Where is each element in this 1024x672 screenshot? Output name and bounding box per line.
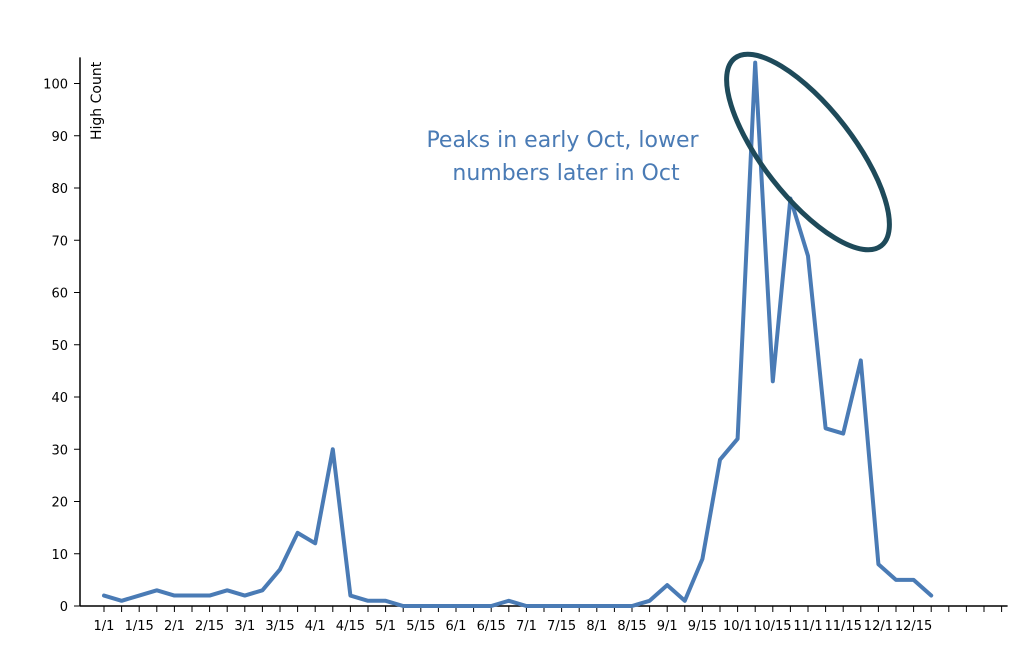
y-tick-label: 80 (51, 182, 68, 197)
x-tick-label: 11/15 (824, 619, 861, 634)
x-tick-label: 1/1 (94, 619, 115, 634)
y-tick-label: 50 (51, 339, 68, 354)
series-group (102, 60, 934, 608)
x-tick-label: 2/1 (164, 619, 185, 634)
highlight-ellipse (724, 51, 892, 253)
y-tick-group: 0 10 20 30 40 50 60 70 80 90 100 (43, 78, 80, 615)
x-tick-label: 11/1 (793, 619, 822, 634)
annotation-line-1: Peaks in early Oct, lower (426, 128, 699, 153)
x-tick-label: 6/1 (446, 619, 467, 634)
x-tick-label: 3/15 (265, 619, 294, 634)
x-tick-label: 12/15 (895, 619, 932, 634)
x-tick-label: 9/15 (688, 619, 717, 634)
y-tick-label: 100 (43, 78, 68, 93)
x-tick-label: 12/1 (864, 619, 893, 634)
annotation-line-2: numbers later in Oct (452, 161, 680, 186)
axes: High Count (79, 57, 1008, 607)
x-tick-label: 1/15 (125, 619, 154, 634)
x-tick-label: 5/1 (375, 619, 396, 634)
x-tick-label: 9/1 (657, 619, 678, 634)
x-tick-label: 3/1 (234, 619, 255, 634)
y-tick-label: 20 (51, 496, 68, 511)
annotation-text: Peaks in early Oct, lower numbers later … (426, 128, 705, 186)
y-tick-label: 60 (51, 287, 68, 302)
y-axis-title: High Count (89, 61, 105, 140)
x-tick-label: 5/15 (406, 619, 435, 634)
y-tick-label: 0 (60, 600, 68, 615)
y-tick-label: 40 (51, 391, 68, 406)
x-tick-label: 7/15 (547, 619, 576, 634)
x-tick-label: 2/15 (195, 619, 224, 634)
x-tick-group: 1/1 1/15 2/1 2/15 3/1 3/15 4/1 4/15 5/1 5/15 6/1 6/… (94, 606, 1003, 634)
y-tick-label: 10 (51, 548, 68, 563)
x-tick-label: 6/15 (477, 619, 506, 634)
x-tick-label: 10/15 (754, 619, 791, 634)
x-tick-label: 8/15 (617, 619, 646, 634)
annotation: Peaks in early Oct, lower numbers later … (426, 51, 892, 253)
x-tick-label: 4/15 (336, 619, 365, 634)
x-tick-label: 10/1 (723, 619, 752, 634)
x-tick-label: 8/1 (586, 619, 607, 634)
x-tick-label: 4/1 (305, 619, 326, 634)
y-tick-label: 30 (51, 443, 68, 458)
x-tick-label: 7/1 (516, 619, 537, 634)
y-tick-label: 90 (51, 130, 68, 145)
series-line (102, 60, 934, 608)
y-tick-label: 70 (51, 234, 68, 249)
